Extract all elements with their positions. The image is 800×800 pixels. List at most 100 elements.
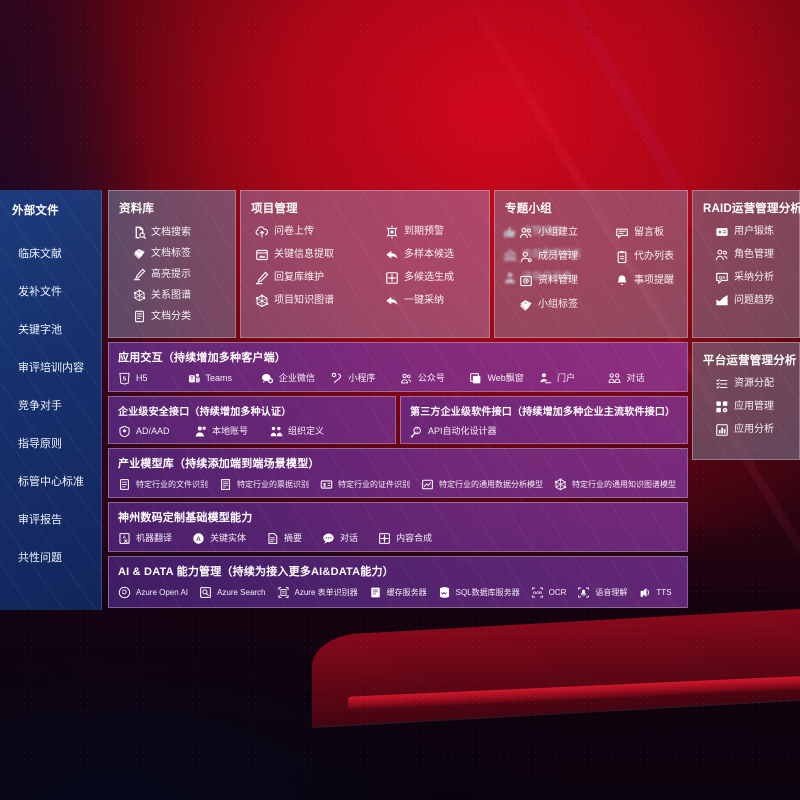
sidebar-item-supplement-docs[interactable]: 发补文件 — [0, 272, 101, 310]
security-item-org-define[interactable]: 组织定义 — [270, 425, 346, 438]
sidebar-item-list: 临床文献 发补文件 关键字池 审评培训内容 竞争对手 指导原则 标管中心标准 审… — [0, 234, 101, 576]
library-item-highlight[interactable]: 高亮提示 — [133, 268, 225, 281]
panel-industry-title: 产业模型库（持续添加端到端场景模型） — [118, 458, 320, 470]
group-item-group-tag[interactable]: 小组标签 — [519, 298, 615, 312]
ai-item-azure-search[interactable]: Azure Search — [199, 586, 266, 599]
industry-item-knowledge-graph-model[interactable]: 特定行业的通用知识图谱模型 — [554, 478, 676, 491]
client-item-wecom[interactable]: 企业微信 — [261, 372, 331, 385]
group-item-todo-list[interactable]: 代办列表 — [615, 250, 677, 264]
project-item-label: 问卷上传 — [274, 226, 314, 237]
library-item-relation-graph[interactable]: 关系图谱 — [133, 289, 225, 302]
sidebar-item-label: 审评报告 — [18, 514, 62, 526]
panel-client-title: 应用交互（持续增加多种客户端） — [118, 352, 286, 364]
industry-item-label: 特定行业的文件识别 — [136, 479, 208, 489]
group-item-member-management[interactable]: 成员管理 — [519, 250, 615, 264]
project-item-one-click-adopt[interactable]: 一键采纳 — [385, 294, 503, 308]
group-item-label: 代办列表 — [634, 251, 674, 262]
client-item-teams[interactable]: T Teams — [188, 372, 261, 385]
sidebar-item-standards-center[interactable]: 标管中心标准 — [0, 462, 101, 500]
security-item-local-account[interactable]: 本地账号 — [194, 425, 270, 438]
base-model-item-summary[interactable]: 摘要 — [266, 532, 302, 545]
project-item-reply-library-maintain[interactable]: 回复库维护 — [255, 271, 385, 285]
project-item-questionnaire-upload[interactable]: 问卷上传 — [255, 225, 385, 239]
base-model-item-dialog[interactable]: 对话 — [322, 532, 358, 545]
org-define-icon — [270, 425, 283, 438]
svg-text:OCR: OCR — [533, 590, 542, 595]
ai-item-label: TTS — [656, 587, 672, 597]
sidebar-item-keyword-pool[interactable]: 关键字池 — [0, 310, 101, 348]
platform-item-app-management[interactable]: 应用管理 — [715, 400, 789, 414]
sidebar-item-common-issues[interactable]: 共性问题 — [0, 538, 101, 576]
raid-item-role-management[interactable]: 角色管理 — [715, 248, 789, 262]
ai-item-tts[interactable]: TTS — [638, 586, 672, 599]
security-item-label: AD/AAD — [136, 426, 170, 436]
group-item-create-group[interactable]: 小组建立 — [519, 226, 615, 240]
ai-item-azure-form-recognizer[interactable]: Azure 表单识别器 — [277, 586, 358, 599]
panel-library-title: 资料库 — [119, 203, 155, 215]
arrow-back-icon — [385, 248, 399, 262]
ai-item-sql-database-server[interactable]: SQL数据库服务器 — [438, 586, 520, 599]
client-item-label: 公众号 — [417, 373, 445, 383]
library-item-label: 文档分类 — [151, 310, 191, 322]
raid-item-adoption-analysis[interactable]: QA 采纳分析 — [715, 271, 789, 285]
users-group-icon — [519, 226, 533, 240]
ai-item-label: Azure Open AI — [136, 587, 189, 597]
client-item-h5[interactable]: 5 H5 — [118, 372, 188, 385]
client-item-portal[interactable]: 门户 — [539, 372, 609, 385]
expand-nodes-icon — [385, 271, 399, 285]
doc-list-icon — [133, 310, 146, 323]
library-item-doc-classify[interactable]: 文档分类 — [133, 310, 225, 323]
raid-item-issue-trend[interactable]: 问题趋势 — [715, 294, 789, 308]
group-item-item-reminder[interactable]: 事项提醒 — [615, 274, 677, 288]
sidebar-item-guidelines[interactable]: 指导原则 — [0, 424, 101, 462]
sidebar-item-competitors[interactable]: 竞争对手 — [0, 386, 101, 424]
client-item-label: 对话 — [626, 373, 645, 383]
panel-client-interaction: 应用交互（持续增加多种客户端） 5 H5 T Teams 企业微信 小程序 — [108, 342, 688, 392]
sidebar-item-review-training[interactable]: 审评培训内容 — [0, 348, 101, 386]
sidebar-item-clinical-literature[interactable]: 临床文献 — [0, 234, 101, 272]
platform-item-app-analysis[interactable]: 应用分析 — [715, 423, 789, 437]
sidebar: 外部文件 临床文献 发补文件 关键字池 审评培训内容 竞争对手 指导原则 标管中… — [0, 190, 102, 610]
panel-base-model-capability: 神州数码定制基础模型能力 A 机器翻译 A 关键实体 摘要 对话 — [108, 502, 688, 552]
project-item-multi-sample-candidate[interactable]: 多样本候选 — [385, 248, 503, 262]
base-model-item-machine-translation[interactable]: A 机器翻译 — [118, 532, 172, 545]
base-model-item-content-synthesis[interactable]: 内容合成 — [378, 532, 432, 545]
client-item-dialog[interactable]: 对话 — [608, 372, 678, 385]
industry-item-file-recognition[interactable]: 特定行业的文件识别 — [118, 478, 208, 491]
client-item-miniprogram[interactable]: 小程序 — [330, 372, 400, 385]
ai-item-azure-openai[interactable]: Azure Open AI — [118, 586, 188, 599]
ai-item-cache-server[interactable]: 缓存服务器 — [369, 586, 427, 599]
industry-item-data-analysis-model[interactable]: 特定行业的通用数据分析模型 — [421, 478, 543, 491]
miniprogram-icon — [330, 372, 343, 385]
client-item-web-popup[interactable]: Web飘窗 — [469, 372, 539, 385]
base-model-item-key-entity[interactable]: A 关键实体 — [192, 532, 246, 545]
client-item-label: Teams — [205, 373, 233, 383]
project-item-knowledge-graph[interactable]: 项目知识图谱 — [255, 294, 385, 308]
group-item-message-board[interactable]: 留言板 — [615, 226, 677, 240]
sql-database-icon — [438, 586, 451, 599]
industry-item-id-recognition[interactable]: 特定行业的证件识别 — [320, 478, 410, 491]
search-box-icon — [199, 586, 212, 599]
library-item-doc-search[interactable]: 文档搜索 — [133, 226, 225, 239]
group-item-material-management[interactable]: 资料管理 — [519, 274, 615, 288]
ai-item-ocr[interactable]: OCR OCR — [531, 586, 566, 599]
panel-raid-analysis: RAID运营管理分析 用户锻炼 角色管理 QA 采纳分析 问题趋势 — [692, 190, 800, 338]
raid-item-user-training[interactable]: 用户锻炼 — [715, 225, 789, 239]
client-item-label: 企业微信 — [278, 373, 315, 383]
group-item-label: 小组建立 — [538, 227, 578, 238]
project-item-key-info-extract[interactable]: 关键信息提取 — [255, 248, 385, 262]
sidebar-item-review-report[interactable]: 审评报告 — [0, 500, 101, 538]
client-item-official-account[interactable]: 公众号 — [400, 372, 470, 385]
industry-item-invoice-recognition[interactable]: 特定行业的票据识别 — [219, 478, 309, 491]
security-item-ad-aad[interactable]: AD/AAD — [118, 425, 194, 438]
panel-industry-model-library: 产业模型库（持续添加端到端场景模型） 特定行业的文件识别 特定行业的票据识别 特… — [108, 448, 688, 498]
id-card-icon — [715, 225, 729, 239]
project-item-expiry-warning[interactable]: 到期预警 — [385, 225, 503, 239]
third-party-item-api-designer[interactable]: API自动化设计器 — [410, 425, 497, 438]
apps-gear-icon — [715, 400, 729, 414]
project-item-multi-candidate-generate[interactable]: 多候选生成 — [385, 271, 503, 285]
platform-item-resource-allocation[interactable]: 资源分配 — [715, 377, 789, 391]
ai-item-voice-understanding[interactable]: 语音理解 — [577, 586, 627, 599]
library-item-doc-tag[interactable]: 文档标签 — [133, 247, 225, 260]
panel-ai-data-title: AI & DATA 能力管理（持续为接入更多AI&DATA能力） — [118, 566, 394, 578]
